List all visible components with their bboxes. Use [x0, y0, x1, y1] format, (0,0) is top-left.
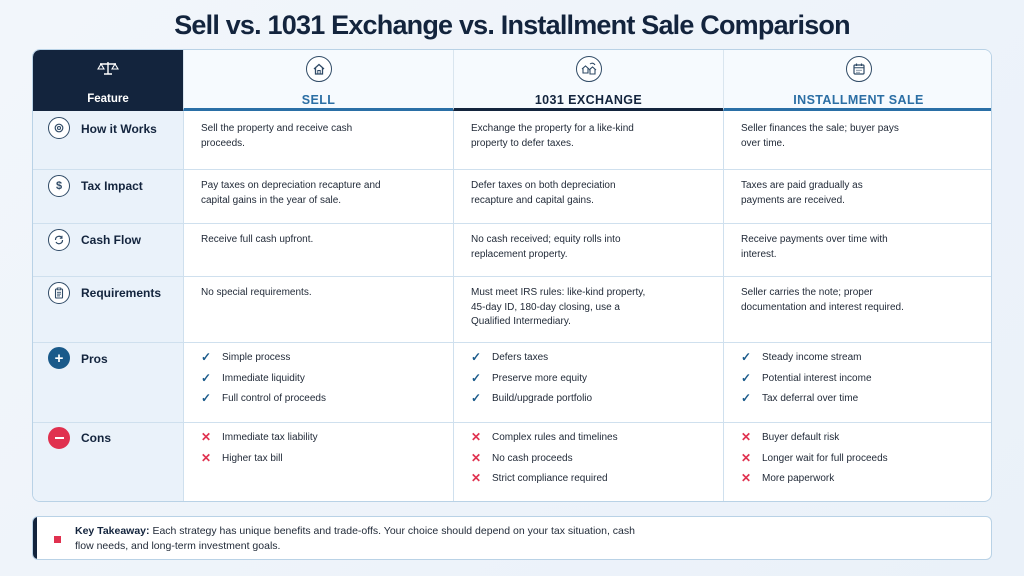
cell-exchange-cash-flow: No cash received; equity rolls into repl… [471, 234, 621, 260]
exchange-homes-icon [576, 56, 602, 82]
feature-row-tax-impact: $ Tax Impact [33, 170, 183, 223]
divider [33, 276, 991, 277]
comparison-table: Feature SELL 1031 EXCHANGE INSTALLMENT S… [32, 49, 992, 502]
list-item: ✕ Strict compliance required [471, 471, 608, 485]
dollar-icon: $ [48, 175, 70, 197]
cell-exchange-tax-impact: Defer taxes on both depreciation recaptu… [471, 180, 616, 206]
key-takeaway-box: Key Takeaway: Each strategy has unique b… [32, 516, 992, 560]
list-item: ✓ Build/upgrade portfolio [471, 391, 593, 405]
check-icon: ✓ [471, 370, 482, 385]
divider [33, 169, 991, 170]
divider [33, 422, 991, 423]
list-item: ✕ Immediate tax liability [201, 430, 318, 444]
x-icon: ✕ [741, 450, 752, 465]
list-item: ✓ Potential interest income [741, 370, 872, 385]
home-icon [306, 56, 332, 82]
x-icon: ✕ [741, 430, 752, 444]
feature-row-cons: Cons [33, 423, 183, 501]
list-item: ✕ Buyer default risk [741, 430, 840, 444]
key-takeaway-text: Key Takeaway: Each strategy has unique b… [75, 524, 635, 554]
cell-sell-requirements: No special requirements. [201, 287, 312, 298]
key-takeaway-label: Key Takeaway: [75, 525, 150, 537]
calendar-icon [846, 56, 872, 82]
list-item: ✕ Higher tax bill [201, 450, 283, 465]
feature-label: How it Works [81, 122, 157, 136]
feature-label: Cons [81, 431, 111, 445]
divider [453, 111, 454, 501]
feature-label: Cash Flow [81, 233, 142, 247]
pros-installment-list: ✓ Steady income stream ✓ Potential interes… [741, 350, 961, 413]
feature-header: Feature [33, 50, 183, 111]
cell-installment-requirements: Seller carries the note; proper document… [741, 287, 904, 313]
page-title: Sell vs. 1031 Exchange vs. Installment S… [174, 10, 850, 40]
cons-sell-list: ✕ Immediate tax liability ✕ Higher tax bil… [201, 430, 421, 472]
divider [183, 111, 184, 501]
x-icon: ✕ [201, 430, 212, 444]
list-item: ✓ Preserve more equity [471, 370, 588, 385]
cell-installment-tax-impact: Taxes are paid gradually as payments are… [741, 180, 863, 206]
list-item: ✓ Immediate liquidity [201, 370, 305, 385]
cell-sell-cash-flow: Receive full cash upfront. [201, 234, 314, 245]
x-icon: ✕ [471, 450, 482, 465]
x-icon: ✕ [741, 471, 752, 485]
list-item: ✓ Defers taxes [471, 350, 549, 364]
check-icon: ✓ [201, 350, 212, 364]
list-item: ✓ Full control of proceeds [201, 391, 326, 405]
list-item: ✓ Steady income stream [741, 350, 862, 364]
feature-label: Requirements [81, 286, 162, 300]
gear-icon [48, 117, 70, 139]
x-icon: ✕ [471, 471, 482, 485]
pros-sell-list: ✓ Simple process ✓ Immediate liquidity ✓ Fu… [201, 350, 421, 413]
check-icon: ✓ [471, 391, 482, 405]
list-item: ✕ No cash proceeds [471, 450, 573, 465]
check-icon: ✓ [741, 350, 752, 364]
list-item: ✕ More paperwork [741, 471, 835, 485]
feature-row-requirements: Requirements [33, 277, 183, 342]
divider [723, 111, 724, 501]
check-icon: ✓ [201, 391, 212, 405]
minus-icon [48, 427, 70, 449]
cell-installment-how-it-works: Seller finances the sale; buyer pays ove… [741, 123, 899, 149]
scales-icon [97, 62, 119, 75]
divider [33, 342, 991, 343]
cycle-icon [48, 229, 70, 251]
check-icon: ✓ [471, 350, 482, 364]
accent-bar [33, 517, 37, 559]
list-item: ✕ Longer wait for full proceeds [741, 450, 888, 465]
pros-exchange-list: ✓ Defers taxes ✓ Preserve more equity ✓ Bui… [471, 350, 691, 413]
installment-column-label: INSTALLMENT SALE [793, 93, 924, 107]
list-item: ✓ Tax deferral over time [741, 391, 859, 405]
x-icon: ✕ [471, 430, 482, 444]
exchange-column-label: 1031 EXCHANGE [534, 93, 643, 107]
cell-exchange-how-it-works: Exchange the property for a like-kind pr… [471, 123, 634, 149]
feature-header-label: Feature [87, 93, 129, 105]
check-icon: ✓ [201, 370, 212, 385]
cell-exchange-requirements: Must meet IRS rules: like-kind property,… [471, 287, 646, 327]
feature-row-pros: + Pros [33, 343, 183, 422]
feature-row-how-it-works: How it Works [33, 111, 183, 169]
plus-icon: + [48, 347, 70, 369]
cell-sell-how-it-works: Sell the property and receive cash proce… [201, 123, 353, 149]
cons-exchange-list: ✕ Complex rules and timelines ✕ No cash pr… [471, 430, 691, 493]
sell-column-label: SELL [301, 93, 336, 107]
list-item: ✕ Complex rules and timelines [471, 430, 618, 444]
check-icon: ✓ [741, 391, 752, 405]
installment-column-header: INSTALLMENT SALE [723, 50, 991, 111]
key-takeaway-body: Each strategy has unique benefits and tr… [75, 525, 635, 552]
feature-label: Pros [81, 352, 108, 366]
feature-label: Tax Impact [81, 179, 143, 193]
feature-row-cash-flow: Cash Flow [33, 224, 183, 276]
cell-installment-cash-flow: Receive payments over time with interest… [741, 234, 888, 260]
cons-installment-list: ✕ Buyer default risk ✕ Longer wait for ful… [741, 430, 961, 493]
check-icon: ✓ [741, 370, 752, 385]
divider [33, 223, 991, 224]
sell-column-header: SELL [183, 50, 453, 111]
bullet-square-icon [54, 536, 61, 543]
exchange-column-header: 1031 EXCHANGE [453, 50, 723, 111]
x-icon: ✕ [201, 450, 212, 465]
cell-sell-tax-impact: Pay taxes on depreciation recapture and … [201, 180, 381, 206]
clipboard-icon [48, 282, 70, 304]
list-item: ✓ Simple process [201, 350, 291, 364]
